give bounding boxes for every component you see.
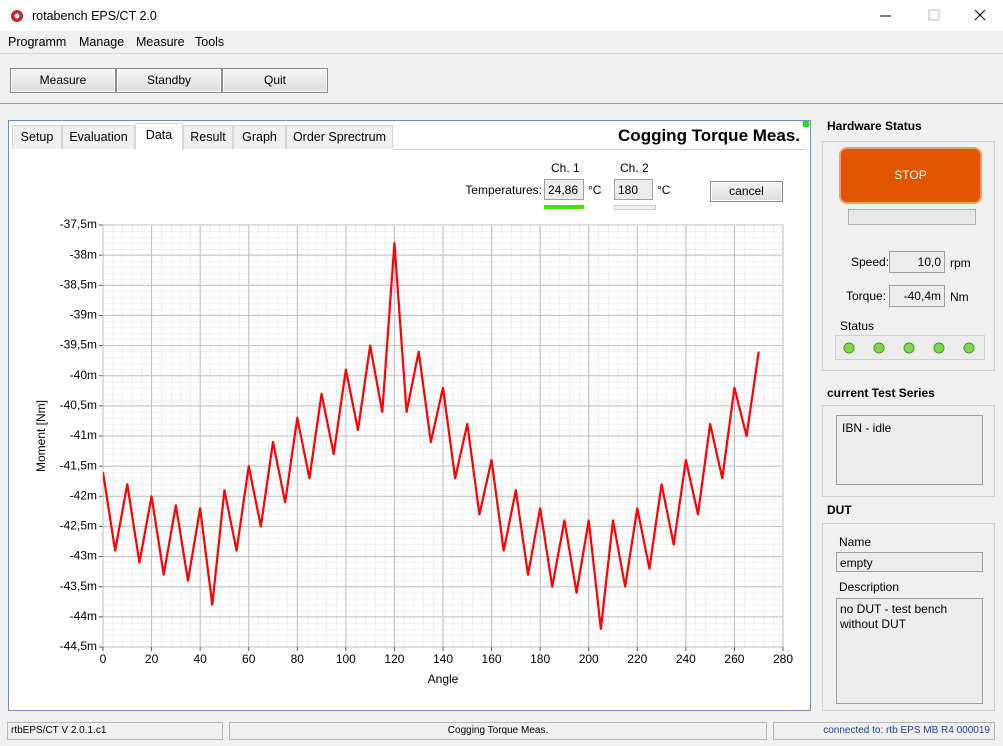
unit: °C xyxy=(657,183,671,197)
y-tick-label: -40,5m xyxy=(60,398,97,412)
unit: °C xyxy=(588,183,602,197)
description-value: no DUT - test bench without DUT xyxy=(836,598,983,704)
toolbar-button[interactable]: Quit xyxy=(222,68,328,93)
menu-item[interactable]: Manage xyxy=(79,35,125,49)
x-tick-label: 240 xyxy=(676,652,696,666)
y-tick-label: -41m xyxy=(70,428,97,442)
series-box: IBN - idle xyxy=(836,415,983,485)
torque-value: -40,4m xyxy=(889,285,945,307)
speed-label: Speed: xyxy=(851,255,890,269)
window-controls xyxy=(11,9,986,22)
ch1-value: 24,86 xyxy=(544,179,584,200)
tab-active[interactable]: Data xyxy=(135,123,183,150)
toolbar-button[interactable]: Standby xyxy=(116,68,222,93)
menu-item[interactable]: Tools xyxy=(195,35,225,49)
section-title: DUT xyxy=(827,503,852,517)
unit: rpm xyxy=(950,256,971,270)
close[interactable] xyxy=(974,9,986,21)
y-tick-label: -39,5m xyxy=(60,338,97,352)
x-tick-label: 20 xyxy=(145,652,159,666)
x-tick-label: 160 xyxy=(482,652,502,666)
x-tick-label: 0 xyxy=(100,652,107,666)
title-bar xyxy=(0,0,1003,31)
y-tick-label: -43,5m xyxy=(60,579,97,593)
name-label: Name xyxy=(839,535,872,549)
x-tick-label: 280 xyxy=(773,652,793,666)
y-tick-label: -38,5m xyxy=(60,277,97,291)
menu-item[interactable]: Programm xyxy=(8,35,67,49)
name-value: empty xyxy=(836,552,983,572)
status-bar-cell: connected to: rtb EPS MB R4 000019 xyxy=(773,722,995,740)
y-tick-label: -37,5m xyxy=(60,217,97,231)
y-tick-label: -42,5m xyxy=(60,519,97,533)
y-tick-label: -42m xyxy=(70,488,97,502)
data-line xyxy=(103,241,760,631)
x-tick-label: 200 xyxy=(579,652,599,666)
status-bar-cell: rtbEPS/CT V 2.0.1.c1 xyxy=(7,722,223,740)
y-tick-label: -39m xyxy=(70,308,97,322)
channel-label: Ch. 2 xyxy=(620,161,649,175)
y-tick-label: -44,5m xyxy=(60,639,97,653)
progress-bar xyxy=(848,209,976,225)
status-label: Status xyxy=(840,319,875,333)
x-tick-label: 180 xyxy=(530,652,550,666)
temperatures-label: Temperatures: xyxy=(465,183,542,197)
status-bar-cell: Cogging Torque Meas. xyxy=(229,722,767,740)
window-title: rotabench EPS/CT 2.0 xyxy=(32,9,157,23)
tab[interactable]: Setup xyxy=(12,125,62,149)
section-title: current Test Series xyxy=(827,386,935,400)
x-tick-label: 40 xyxy=(193,652,207,666)
view-title: Cogging Torque Meas. xyxy=(618,126,800,145)
cancel-button[interactable]: cancel xyxy=(710,181,783,202)
chart: Moment [Nm] Angle -37,5m -38m -38,5m -39m -3… xyxy=(34,217,793,686)
x-tick-label: 60 xyxy=(242,652,256,666)
channel-label: Ch. 1 xyxy=(551,161,580,175)
menu-item[interactable]: Measure xyxy=(136,35,185,49)
y-tick-label: -43m xyxy=(70,549,97,563)
torque-label: Torque: xyxy=(846,289,887,303)
stop-button[interactable]: STOP xyxy=(839,147,982,204)
y-axis-label: Moment [Nm] xyxy=(34,400,48,472)
x-tick-label: 140 xyxy=(433,652,453,666)
toolbar-button[interactable]: Measure xyxy=(10,68,116,93)
tab[interactable]: Order Sprectrum xyxy=(286,125,393,149)
x-tick-label: 100 xyxy=(336,652,356,666)
y-tick-label: -40m xyxy=(70,368,97,382)
ch2-value: 180 xyxy=(614,179,653,200)
section-title: Hardware Status xyxy=(827,119,922,133)
speed-value: 10,0 xyxy=(889,251,945,273)
y-tick-label: -38m xyxy=(70,247,97,261)
y-tick-label: -44m xyxy=(70,609,97,623)
maximize[interactable] xyxy=(928,9,940,21)
x-tick-label: 120 xyxy=(384,652,404,666)
status-leds xyxy=(835,335,985,360)
description-label: Description xyxy=(839,580,900,594)
tab[interactable]: Evaluation xyxy=(62,125,135,149)
hardware-group xyxy=(822,141,995,371)
x-tick-label: 80 xyxy=(291,652,305,666)
unit: Nm xyxy=(950,290,969,304)
x-tick-label: 260 xyxy=(724,652,744,666)
x-axis-label: Angle xyxy=(428,672,459,686)
tab[interactable]: Graph xyxy=(233,125,286,149)
tab[interactable]: Result xyxy=(183,125,233,149)
x-tick-label: 220 xyxy=(627,652,647,666)
y-tick-label: -41,5m xyxy=(60,458,97,472)
